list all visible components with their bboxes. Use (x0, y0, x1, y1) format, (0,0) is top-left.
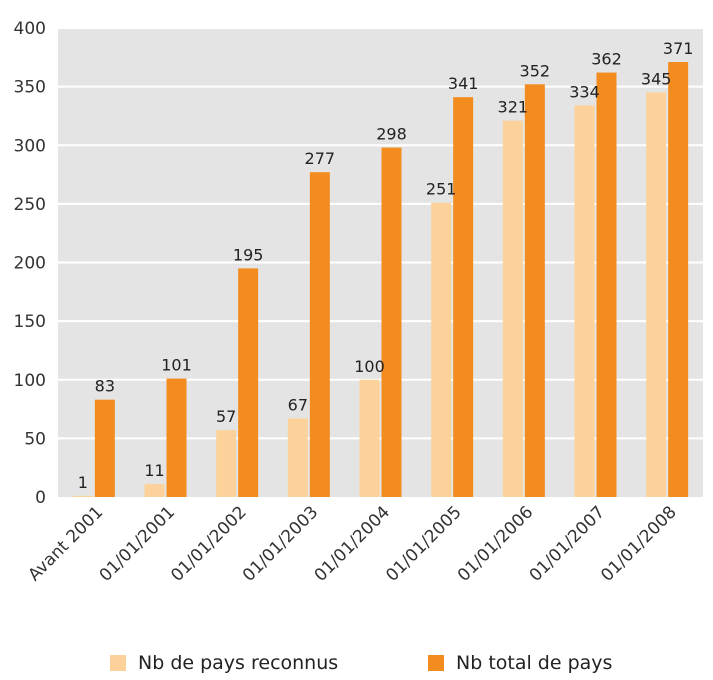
x-tick-label: 01/01/2005 (382, 502, 465, 585)
bar-total (453, 97, 474, 498)
legend-swatch-reconnus (110, 655, 126, 671)
bar-total (94, 399, 115, 497)
bar-total (238, 268, 259, 497)
data-label: 67 (288, 395, 308, 414)
data-label: 100 (354, 357, 385, 376)
y-tick-label: 50 (24, 429, 46, 449)
legend-swatch-total (428, 655, 444, 671)
legend-label-reconnus: Nb de pays reconnus (138, 652, 339, 674)
y-tick-label: 300 (14, 136, 46, 156)
data-label: 57 (216, 407, 236, 426)
y-tick-label: 0 (35, 488, 46, 508)
data-label: 277 (305, 149, 336, 168)
x-tick-label: 01/01/2007 (526, 502, 609, 585)
bar-total (596, 72, 617, 498)
y-tick-label: 350 (14, 78, 46, 98)
bar-reconnus (431, 202, 452, 497)
x-tick-label: 01/01/2006 (454, 502, 537, 585)
y-tick-label: 100 (14, 371, 46, 391)
legend-item-total: Nb total de pays (428, 652, 612, 674)
x-tick-label: 01/01/2008 (597, 502, 680, 585)
x-tick-label: 01/01/2002 (167, 502, 250, 585)
x-tick-label: 01/01/2004 (311, 502, 394, 585)
bar-reconnus (359, 379, 380, 497)
bar-total (309, 172, 330, 497)
data-label: 11 (144, 461, 164, 480)
x-tick-label: Avant 2001 (24, 502, 107, 585)
bar-total (668, 62, 689, 497)
y-tick-label: 200 (14, 254, 46, 274)
bar-reconnus (502, 120, 523, 497)
x-tick-label: 01/01/2001 (96, 502, 179, 585)
bar-reconnus (646, 92, 667, 498)
data-label: 321 (498, 98, 529, 117)
y-tick-label: 400 (14, 19, 46, 39)
bar-reconnus (574, 105, 595, 497)
bar-reconnus (287, 418, 308, 497)
bars (72, 62, 689, 498)
x-axis: Avant 200101/01/200101/01/200201/01/2003… (24, 502, 680, 585)
data-label: 251 (426, 180, 457, 199)
data-label: 298 (376, 125, 407, 144)
y-tick-label: 250 (14, 195, 46, 215)
bar-reconnus (72, 495, 93, 497)
data-label: 83 (95, 377, 115, 396)
legend-label-total: Nb total de pays (456, 652, 613, 674)
data-label: 334 (569, 82, 600, 101)
y-tick-label: 150 (14, 312, 46, 332)
data-label: 1 (78, 473, 88, 492)
bar-total (524, 84, 545, 497)
data-label: 352 (520, 61, 551, 80)
data-label: 341 (448, 74, 479, 93)
bar-reconnus (216, 430, 237, 497)
data-label: 195 (233, 245, 264, 264)
bar-total (166, 378, 187, 497)
data-label: 101 (161, 356, 192, 375)
data-label: 345 (641, 69, 672, 88)
y-axis: 0 50 100 150 200 250 300 350 400 (14, 19, 46, 508)
legend-item-reconnus: Nb de pays reconnus (110, 652, 338, 674)
x-tick-label: 01/01/2003 (239, 502, 322, 585)
bar-total (381, 147, 402, 497)
data-label: 362 (591, 50, 622, 69)
gridlines (58, 27, 703, 440)
data-label: 371 (663, 39, 694, 58)
legend: Nb de pays reconnus Nb total de pays (0, 652, 713, 678)
data-labels: 1 83 11 101 57 195 67 277 100 298 251 341 321 352 334 3… (78, 39, 694, 492)
chart: 0 50 100 150 200 250 300 350 400 1 83 11 101 57 195 67… (14, 19, 703, 586)
bar-reconnus (144, 484, 165, 497)
